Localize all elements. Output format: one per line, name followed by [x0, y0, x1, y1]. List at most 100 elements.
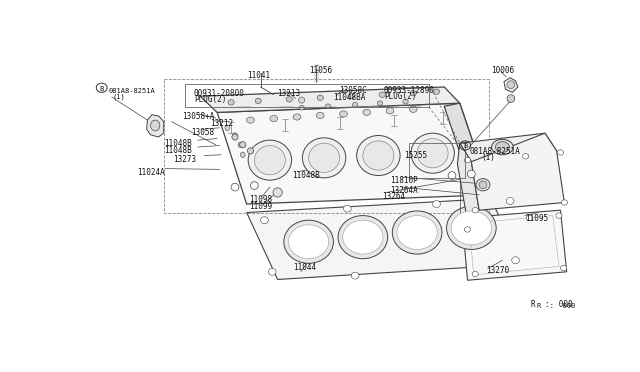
- Text: 13264: 13264: [382, 192, 405, 202]
- Text: 13058: 13058: [191, 128, 215, 137]
- Ellipse shape: [241, 152, 245, 157]
- Ellipse shape: [239, 142, 246, 148]
- Polygon shape: [246, 199, 522, 279]
- Text: 081A8-8251A: 081A8-8251A: [109, 88, 156, 94]
- Polygon shape: [147, 115, 164, 137]
- Text: 11098: 11098: [249, 195, 272, 204]
- Text: 13264A: 13264A: [390, 186, 418, 195]
- Ellipse shape: [248, 140, 292, 180]
- Ellipse shape: [273, 188, 282, 197]
- Ellipse shape: [433, 201, 440, 208]
- Text: 13058C: 13058C: [340, 86, 367, 95]
- Ellipse shape: [397, 216, 437, 250]
- Text: 11048B: 11048B: [292, 171, 320, 180]
- Ellipse shape: [255, 98, 261, 103]
- Ellipse shape: [268, 268, 276, 275]
- Text: (1): (1): [481, 153, 495, 162]
- Polygon shape: [462, 210, 566, 280]
- Ellipse shape: [238, 142, 243, 147]
- Ellipse shape: [495, 142, 509, 153]
- Ellipse shape: [298, 97, 305, 103]
- Polygon shape: [458, 143, 479, 212]
- Ellipse shape: [556, 213, 562, 218]
- Text: 13058+A: 13058+A: [182, 112, 214, 121]
- Polygon shape: [200, 87, 460, 112]
- Ellipse shape: [522, 154, 529, 159]
- Ellipse shape: [377, 101, 383, 106]
- Ellipse shape: [451, 211, 492, 245]
- Text: 13273: 13273: [173, 155, 196, 164]
- Ellipse shape: [299, 106, 305, 110]
- Text: 11048BA: 11048BA: [333, 93, 365, 102]
- Text: 15255: 15255: [404, 151, 427, 160]
- Ellipse shape: [250, 182, 259, 189]
- Polygon shape: [472, 133, 564, 210]
- Polygon shape: [444, 103, 491, 199]
- Bar: [410, 143, 465, 178]
- Ellipse shape: [492, 140, 513, 155]
- Text: (1): (1): [113, 94, 125, 100]
- Ellipse shape: [465, 227, 470, 232]
- Text: 13270: 13270: [486, 266, 509, 275]
- Ellipse shape: [348, 93, 355, 99]
- Text: 10006: 10006: [491, 66, 514, 75]
- Text: 081A8-8251A: 081A8-8251A: [470, 147, 521, 156]
- Ellipse shape: [233, 133, 237, 138]
- Ellipse shape: [507, 81, 515, 89]
- Ellipse shape: [386, 108, 394, 114]
- Text: 00931-20800: 00931-20800: [194, 89, 245, 98]
- Ellipse shape: [507, 95, 515, 102]
- Bar: [164, 78, 489, 213]
- Text: 11048B: 11048B: [164, 139, 191, 148]
- Ellipse shape: [476, 179, 490, 191]
- Bar: [184, 84, 429, 107]
- Ellipse shape: [467, 170, 476, 178]
- Ellipse shape: [286, 97, 292, 102]
- Polygon shape: [504, 78, 518, 92]
- Ellipse shape: [411, 133, 454, 173]
- Ellipse shape: [363, 109, 371, 115]
- Ellipse shape: [479, 181, 487, 189]
- Text: R  :  000: R : 000: [537, 302, 575, 309]
- Text: B: B: [100, 86, 104, 92]
- Ellipse shape: [353, 102, 358, 107]
- Ellipse shape: [379, 92, 385, 97]
- Text: 13212: 13212: [210, 119, 234, 128]
- Ellipse shape: [561, 200, 568, 205]
- Ellipse shape: [317, 95, 323, 100]
- Ellipse shape: [284, 220, 333, 263]
- Text: B: B: [463, 143, 467, 149]
- Ellipse shape: [363, 141, 394, 170]
- Text: 11099: 11099: [249, 202, 272, 211]
- Ellipse shape: [308, 143, 340, 173]
- Ellipse shape: [344, 205, 351, 212]
- Ellipse shape: [410, 106, 417, 112]
- Ellipse shape: [325, 104, 331, 109]
- Ellipse shape: [472, 208, 478, 213]
- Ellipse shape: [231, 183, 239, 191]
- Ellipse shape: [228, 100, 234, 105]
- Ellipse shape: [506, 198, 514, 205]
- Ellipse shape: [232, 134, 238, 140]
- Ellipse shape: [293, 114, 301, 120]
- Ellipse shape: [557, 150, 564, 155]
- Ellipse shape: [351, 272, 359, 279]
- Text: 00933-12890: 00933-12890: [384, 86, 435, 95]
- Text: 11048B: 11048B: [164, 146, 191, 155]
- Text: 11044: 11044: [293, 263, 316, 272]
- Text: 11041: 11041: [246, 71, 270, 80]
- Ellipse shape: [340, 111, 348, 117]
- Ellipse shape: [316, 112, 324, 119]
- Text: 11024A: 11024A: [138, 168, 165, 177]
- Ellipse shape: [303, 138, 346, 178]
- Ellipse shape: [511, 257, 520, 264]
- Ellipse shape: [472, 272, 478, 277]
- Polygon shape: [217, 103, 491, 204]
- Ellipse shape: [150, 120, 160, 131]
- Ellipse shape: [417, 139, 448, 168]
- Ellipse shape: [447, 206, 496, 250]
- Text: 13213: 13213: [278, 89, 301, 97]
- Polygon shape: [460, 133, 557, 162]
- Ellipse shape: [270, 115, 278, 122]
- Text: 11810P: 11810P: [390, 176, 418, 185]
